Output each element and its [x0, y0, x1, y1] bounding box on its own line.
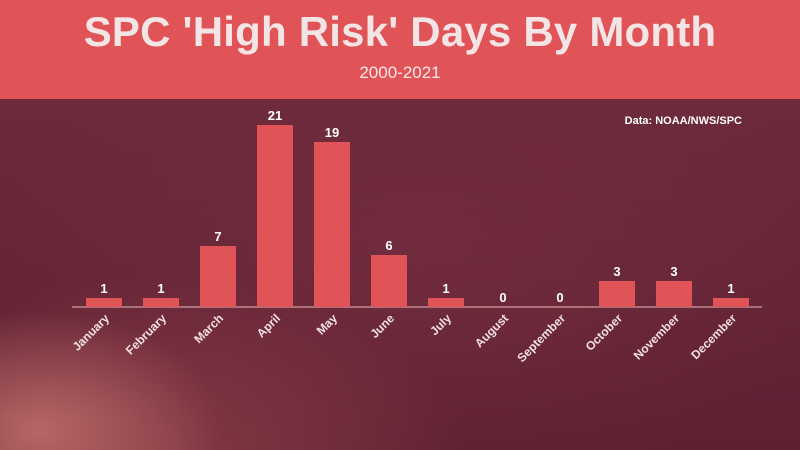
value-label-january: 1 — [100, 281, 107, 296]
bar-july — [428, 298, 464, 307]
x-tick-label-april: April — [254, 311, 283, 340]
x-tick-label-december: December — [688, 311, 739, 362]
bar-june — [371, 255, 407, 307]
x-tick-label-september: September — [514, 311, 568, 365]
bar-april — [257, 125, 293, 307]
chart-subtitle: 2000-2021 — [359, 63, 441, 82]
x-tick-label-may: May — [314, 311, 341, 338]
bar-february — [143, 298, 179, 307]
x-tick-label-june: June — [367, 311, 397, 341]
x-tick-label-january: January — [70, 311, 113, 354]
value-label-april: 21 — [268, 108, 282, 123]
bar-march — [200, 246, 236, 307]
data-source-label: Data: NOAA/NWS/SPC — [624, 115, 742, 127]
value-label-december: 1 — [727, 281, 734, 296]
value-label-february: 1 — [157, 281, 164, 296]
bar-october — [599, 281, 635, 307]
value-label-september: 0 — [556, 290, 563, 305]
x-tick-label-november: November — [631, 311, 683, 363]
header-banner: SPC 'High Risk' Days By Month 2000-2021 — [0, 0, 800, 99]
value-label-november: 3 — [670, 264, 677, 279]
bar-december — [713, 298, 749, 307]
x-tick-label-february: February — [123, 311, 169, 357]
value-label-may: 19 — [325, 125, 339, 140]
value-label-august: 0 — [499, 290, 506, 305]
bar-january — [86, 298, 122, 307]
value-label-october: 3 — [613, 264, 620, 279]
chart-title: SPC 'High Risk' Days By Month — [83, 8, 717, 55]
bar-november — [656, 281, 692, 307]
value-label-march: 7 — [214, 229, 221, 244]
x-tick-label-august: August — [472, 311, 511, 350]
bar-may — [314, 142, 350, 307]
x-tick-label-october: October — [583, 311, 626, 354]
x-tick-label-july: July — [427, 311, 454, 338]
value-label-july: 1 — [442, 281, 449, 296]
x-tick-label-march: March — [191, 311, 226, 346]
value-label-june: 6 — [385, 238, 392, 253]
